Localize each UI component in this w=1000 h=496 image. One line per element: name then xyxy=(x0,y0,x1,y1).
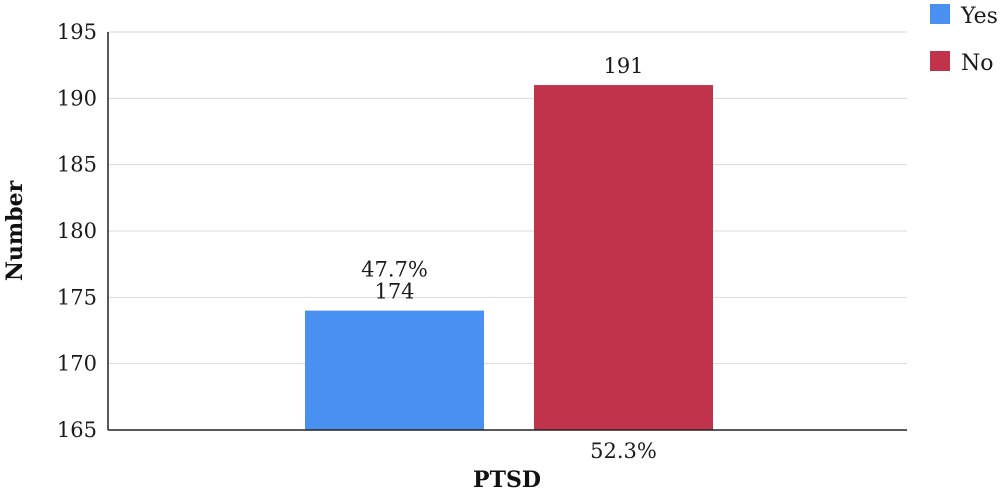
value-label-no: 191 xyxy=(603,54,643,78)
y-tick-label: 190 xyxy=(57,86,97,110)
percent-label-no: 52.3% xyxy=(590,439,657,463)
y-axis-title: Number xyxy=(2,180,28,281)
y-tick-label: 180 xyxy=(57,219,97,243)
bar-no xyxy=(534,85,713,431)
value-label-yes: 174 xyxy=(374,280,414,304)
legend-label-no: No xyxy=(961,51,994,76)
legend: Yes No xyxy=(930,4,998,76)
legend-swatch-yes xyxy=(930,4,950,24)
y-tick-label: 165 xyxy=(57,418,97,442)
y-tick-label: 185 xyxy=(57,153,97,177)
x-axis-title: PTSD xyxy=(473,467,541,493)
percent-label-yes: 47.7% xyxy=(361,258,428,282)
legend-swatch-no xyxy=(930,51,950,71)
bars xyxy=(305,85,713,431)
y-tick-label: 195 xyxy=(57,20,97,44)
y-axis-ticks: 165 170 175 180 185 190 195 xyxy=(57,20,97,442)
legend-label-yes: Yes xyxy=(960,4,998,29)
bar-yes xyxy=(305,310,484,430)
y-tick-label: 170 xyxy=(57,352,97,376)
y-tick-label: 175 xyxy=(57,285,97,309)
gridlines xyxy=(108,31,907,365)
